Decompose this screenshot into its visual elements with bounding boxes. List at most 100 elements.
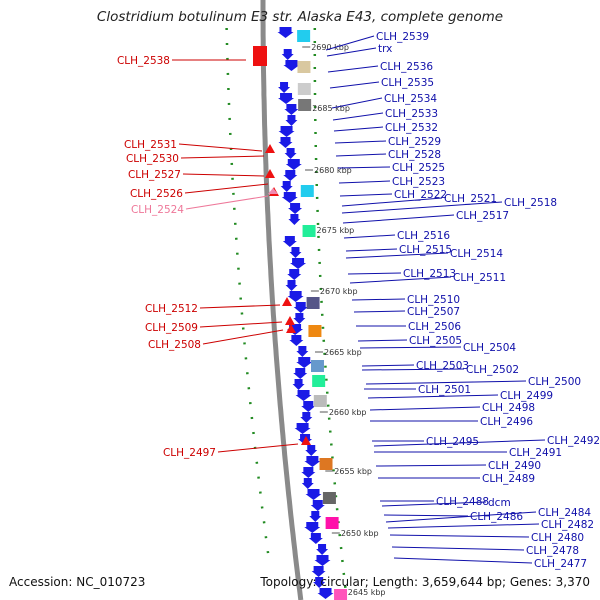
feature-block — [297, 30, 311, 42]
forward-gene-arrow — [283, 60, 300, 71]
scale-label: 2690 kbp — [311, 43, 349, 52]
reverse-gene-label: CLH_2508 — [148, 339, 201, 351]
reverse-gene-label: CLH_2530 — [126, 153, 179, 165]
forward-gene-arrow — [281, 49, 294, 60]
reverse-gene-label: CLH_2531 — [124, 139, 177, 151]
forward-label-leader — [353, 310, 406, 313]
forward-gene-label: CLH_2491 — [509, 447, 562, 459]
forward-label-leader — [333, 126, 384, 132]
feature-block — [302, 225, 316, 237]
forward-label-leader — [326, 47, 377, 57]
forward-gene-arrow — [311, 566, 326, 577]
forward-gene-arrow — [289, 335, 304, 346]
forward-gene-arrow — [300, 412, 313, 423]
forward-gene-arrow — [296, 346, 309, 357]
reverse-label-leader — [217, 443, 299, 453]
feature-block — [306, 297, 320, 309]
forward-gene-label: CLH_2536 — [380, 61, 433, 73]
forward-gene-label: CLH_2480 — [531, 532, 584, 544]
forward-gene-arrow — [283, 170, 298, 181]
forward-gene-arrow — [293, 313, 306, 324]
forward-gene-arrow — [278, 137, 293, 148]
reverse-gene-label: CLH_2509 — [145, 322, 198, 334]
forward-label-leader — [332, 112, 384, 121]
forward-gene-label: CLH_2529 — [388, 136, 441, 148]
forward-label-leader — [365, 380, 527, 385]
forward-gene-label: CLH_2514 — [450, 248, 503, 260]
feature-block — [300, 185, 314, 197]
forward-gene-label: CLH_2517 — [456, 210, 509, 222]
forward-gene-label: CLH_2539 — [376, 31, 429, 43]
forward-gene-arrow — [282, 236, 297, 247]
reverse-gene-arrow — [285, 316, 295, 325]
forward-gene-arrow — [317, 588, 334, 599]
reverse-gene-block — [253, 46, 267, 66]
reverse-label-leader — [202, 329, 284, 345]
forward-gene-arrow — [285, 115, 298, 126]
forward-gene-label: CLH_2490 — [488, 460, 541, 472]
scale-label: 2660 kbp — [329, 408, 367, 417]
forward-gene-arrow — [278, 93, 295, 104]
forward-gene-arrow — [278, 82, 291, 93]
reverse-gene-label: CLH_2527 — [128, 169, 181, 181]
forward-label-leader — [338, 180, 391, 184]
pseudo-gene-label: CLH_2524 — [131, 204, 184, 216]
pseudo-gene-arrow — [268, 188, 278, 194]
forward-gene-label: CLH_2500 — [528, 376, 581, 388]
feature-block — [312, 375, 326, 387]
reverse-gene-label: CLH_2538 — [117, 55, 170, 67]
reverse-gene-arrow — [286, 324, 296, 333]
feature-block — [325, 517, 339, 529]
reverse-gene-arrow — [265, 169, 275, 178]
forward-label-leader — [337, 166, 391, 169]
forward-gene-arrow — [294, 423, 311, 434]
topology-info-text: Topology: circular; Length: 3,659,644 bp… — [260, 575, 590, 589]
feature-block — [298, 99, 312, 111]
forward-label-leader — [331, 97, 383, 109]
accession-text: Accession: NC_010723 — [9, 575, 146, 589]
forward-gene-arrow — [280, 181, 293, 192]
forward-gene-label: CLH_2496 — [480, 416, 533, 428]
forward-gene-label: CLH_2482 — [541, 519, 594, 531]
forward-label-leader — [329, 81, 380, 89]
feature-block — [297, 83, 311, 95]
forward-gene-label: dcm — [488, 497, 511, 509]
forward-gene-label: CLH_2522 — [394, 189, 447, 201]
forward-label-leader — [347, 272, 402, 275]
scale-label: 2680 kbp — [314, 166, 352, 175]
forward-label-leader — [345, 248, 398, 252]
scale-label: 2655 kbp — [334, 467, 372, 476]
forward-gene-arrow — [293, 368, 308, 379]
forward-label-leader — [341, 197, 443, 207]
forward-gene-label: CLH_2507 — [407, 306, 460, 318]
reverse-label-leader — [184, 183, 269, 194]
reverse-gene-arrow — [282, 297, 292, 306]
forward-label-leader — [389, 534, 530, 538]
forward-gene-label: CLH_2534 — [384, 93, 437, 105]
forward-label-leader — [373, 439, 546, 447]
forward-gene-label: trx — [378, 43, 392, 55]
forward-gene-label: CLH_2502 — [466, 364, 519, 376]
feature-block — [334, 589, 348, 600]
forward-gene-arrow — [288, 214, 301, 225]
forward-label-leader — [367, 394, 499, 399]
forward-gene-arrow — [284, 148, 297, 159]
forward-gene-label: CLH_2489 — [482, 473, 535, 485]
forward-gene-label: CLH_2532 — [385, 122, 438, 134]
reverse-label-leader — [180, 155, 265, 159]
forward-gene-arrow — [285, 280, 298, 291]
forward-label-leader — [351, 298, 406, 301]
map-title: Clostridium botulinum E3 str. Alaska E43… — [96, 9, 504, 25]
forward-label-leader — [325, 35, 375, 51]
forward-label-leader — [359, 346, 462, 349]
reverse-gene-label: CLH_2526 — [130, 188, 183, 200]
forward-gene-arrow — [316, 544, 329, 555]
forward-gene-arrow — [305, 445, 318, 456]
forward-gene-arrow — [285, 159, 302, 170]
forward-label-leader — [391, 546, 525, 551]
forward-gene-label: CLH_2501 — [418, 384, 471, 396]
forward-label-leader — [357, 339, 408, 342]
forward-label-leader — [393, 557, 533, 564]
feature-block — [310, 360, 324, 372]
